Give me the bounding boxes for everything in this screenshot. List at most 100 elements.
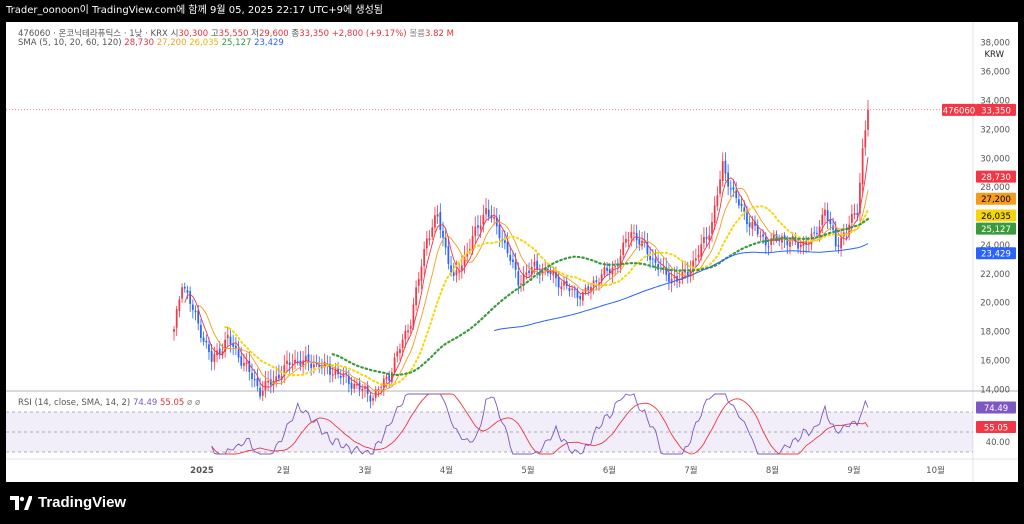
candle-body xyxy=(369,395,372,402)
candle-body xyxy=(716,195,719,207)
candle-body xyxy=(606,267,608,271)
candle-body xyxy=(334,370,337,375)
candle-body xyxy=(616,265,619,267)
candle-body xyxy=(627,239,630,241)
candle-body xyxy=(218,348,221,355)
candle-body xyxy=(237,349,240,358)
candle-body xyxy=(813,232,816,234)
sma-tag-0: 28,730 xyxy=(981,173,1011,183)
rsi-tag: 74.49 xyxy=(984,404,1008,414)
sma10-line xyxy=(198,187,869,392)
candle-body xyxy=(700,244,703,257)
candle-body xyxy=(339,375,342,378)
candle-body xyxy=(439,212,442,230)
candle-body xyxy=(670,278,673,284)
sma120-line xyxy=(493,243,869,332)
rsi-tick-label: 40.00 xyxy=(986,438,1010,448)
candle-body xyxy=(867,109,869,130)
sma-tag-2: 26,035 xyxy=(981,212,1011,222)
candle-body xyxy=(581,292,584,301)
candle-body xyxy=(372,398,374,401)
time-tick-label: 2025 xyxy=(190,466,214,476)
candle-body xyxy=(528,270,530,274)
candle-body xyxy=(248,360,251,372)
last-price-tag-bg xyxy=(976,103,1016,116)
candle-body xyxy=(479,225,482,230)
currency-label: KRW xyxy=(984,50,1004,60)
sma60-line xyxy=(331,217,870,377)
candle-body xyxy=(638,238,641,245)
time-tick-label: 8월 xyxy=(766,465,779,476)
candle-body xyxy=(625,239,627,243)
candle-body xyxy=(189,291,192,304)
candle-body xyxy=(630,232,633,239)
candle-body xyxy=(280,376,283,380)
candle-body xyxy=(719,179,721,194)
candle-body xyxy=(834,229,837,247)
candle-body xyxy=(356,384,358,386)
change-value: +2,800 (+9.17%) xyxy=(331,29,407,39)
rsi-tag-bg xyxy=(976,401,1016,414)
price-tick-label: 32,000 xyxy=(980,125,1010,135)
candle-body xyxy=(477,225,479,228)
sma-tag-0-bg xyxy=(976,170,1016,183)
sma-tag-3-bg xyxy=(976,222,1016,235)
candle-body xyxy=(243,362,245,366)
candle-body xyxy=(533,261,536,267)
candle-body xyxy=(525,272,528,276)
candle-body xyxy=(619,256,622,268)
candle-body xyxy=(770,238,773,245)
rsi-ma-line xyxy=(211,393,869,455)
time-tick-label: 10월 xyxy=(926,465,945,476)
candle-body xyxy=(861,148,864,185)
candle-body xyxy=(415,287,417,306)
candle-body xyxy=(401,339,404,348)
candle-body xyxy=(708,235,711,241)
candle-body xyxy=(396,351,399,357)
candle-body xyxy=(487,209,490,217)
candle-body xyxy=(404,330,407,340)
candle-body xyxy=(380,386,382,388)
candle-body xyxy=(447,246,450,264)
candle-body xyxy=(654,258,657,263)
candle-body xyxy=(514,261,517,270)
candle-body xyxy=(552,272,555,276)
candle-body xyxy=(436,213,439,217)
price-tick-label: 24,000 xyxy=(980,241,1010,251)
candle-body xyxy=(452,272,455,276)
candle-body xyxy=(646,242,649,255)
candle-body xyxy=(202,337,205,342)
candle-body xyxy=(713,205,716,224)
candle-body xyxy=(226,335,229,339)
candle-body xyxy=(600,274,603,281)
candle-body xyxy=(821,214,824,226)
candle-body xyxy=(576,290,579,298)
candle-body xyxy=(275,376,278,382)
candle-body xyxy=(560,286,563,290)
candle-body xyxy=(754,221,756,226)
chart-canvas[interactable]: 38,000 36,000 34,000 32,000 30,000 28,000 26,0… xyxy=(6,22,1018,482)
candle-body xyxy=(649,255,651,260)
candle-body xyxy=(557,276,560,288)
candle-body xyxy=(474,226,477,237)
candle-body xyxy=(764,237,767,246)
candle-body xyxy=(200,324,202,338)
candle-body xyxy=(818,226,821,236)
candle-body xyxy=(579,296,582,300)
time-tick-label: 3월 xyxy=(358,465,371,476)
candle-body xyxy=(681,272,684,281)
candle-body xyxy=(210,350,213,362)
time-tick-label: 9월 xyxy=(847,465,860,476)
candle-body xyxy=(746,212,748,225)
chart-frame[interactable]: 38,000 36,000 34,000 32,000 30,000 28,000 26,0… xyxy=(6,22,1018,482)
time-tick-label: 7월 xyxy=(684,465,697,476)
candle-body xyxy=(240,356,243,366)
candle-body xyxy=(283,365,286,376)
candle-body xyxy=(633,232,635,234)
candle-body xyxy=(347,376,350,385)
candle-body xyxy=(595,280,598,282)
candle-body xyxy=(759,235,762,237)
candle-body xyxy=(832,225,834,230)
candle-body xyxy=(665,267,668,275)
candle-body xyxy=(377,389,380,391)
